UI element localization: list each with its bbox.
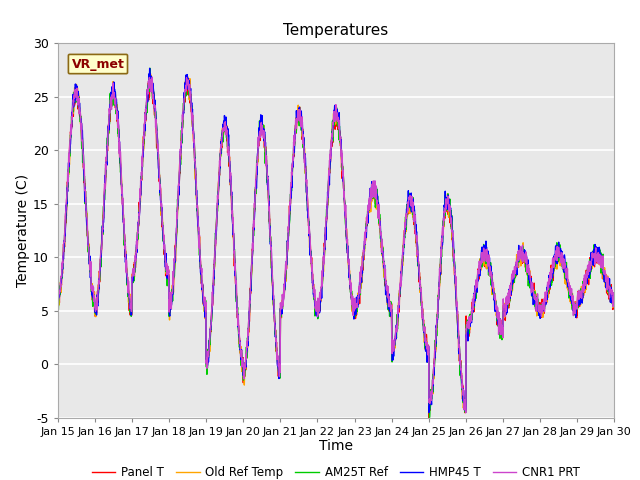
HMP45 T: [146, 66, 154, 72]
Line: CNR1 PRT: CNR1 PRT: [58, 77, 614, 413]
Old Ref Temp: [611, 293, 618, 299]
Panel T: [611, 302, 618, 308]
HMP45 T: [499, 324, 506, 330]
AM25T Ref: [562, 268, 570, 274]
AM25T Ref: [365, 208, 372, 214]
Line: Old Ref Temp: Old Ref Temp: [58, 73, 614, 411]
AM25T Ref: [426, 415, 433, 420]
Line: AM25T Ref: AM25T Ref: [58, 68, 614, 418]
Line: Panel T: Panel T: [58, 81, 614, 418]
CNR1 PRT: [611, 295, 618, 301]
Y-axis label: Temperature (C): Temperature (C): [16, 174, 30, 287]
AM25T Ref: [499, 329, 506, 335]
Text: VR_met: VR_met: [72, 58, 124, 71]
AM25T Ref: [209, 293, 217, 299]
Panel T: [577, 292, 585, 298]
AM25T Ref: [353, 302, 360, 308]
Old Ref Temp: [577, 294, 585, 300]
HMP45 T: [365, 203, 372, 208]
Panel T: [365, 208, 372, 214]
Panel T: [425, 415, 433, 420]
CNR1 PRT: [353, 301, 360, 307]
Panel T: [209, 295, 217, 300]
CNR1 PRT: [562, 267, 570, 273]
CNR1 PRT: [148, 74, 156, 80]
Title: Temperatures: Temperatures: [284, 23, 388, 38]
CNR1 PRT: [462, 410, 470, 416]
Old Ref Temp: [365, 204, 372, 210]
CNR1 PRT: [365, 208, 372, 214]
Panel T: [182, 78, 190, 84]
Panel T: [54, 290, 61, 296]
HMP45 T: [209, 285, 217, 291]
HMP45 T: [562, 262, 570, 268]
Panel T: [562, 264, 570, 270]
Old Ref Temp: [562, 281, 570, 287]
Old Ref Temp: [54, 293, 61, 299]
CNR1 PRT: [209, 283, 217, 289]
Panel T: [353, 308, 360, 314]
Old Ref Temp: [353, 303, 360, 309]
CNR1 PRT: [577, 288, 585, 294]
AM25T Ref: [146, 65, 154, 71]
Legend: Panel T, Old Ref Temp, AM25T Ref, HMP45 T, CNR1 PRT: Panel T, Old Ref Temp, AM25T Ref, HMP45 …: [87, 461, 585, 480]
HMP45 T: [353, 302, 360, 308]
HMP45 T: [54, 294, 61, 300]
HMP45 T: [611, 301, 618, 307]
Old Ref Temp: [499, 326, 506, 332]
Old Ref Temp: [461, 408, 469, 414]
Line: HMP45 T: HMP45 T: [58, 69, 614, 412]
CNR1 PRT: [499, 328, 506, 334]
HMP45 T: [425, 409, 433, 415]
AM25T Ref: [611, 298, 618, 303]
CNR1 PRT: [54, 296, 61, 302]
Old Ref Temp: [147, 71, 154, 76]
X-axis label: Time: Time: [319, 439, 353, 454]
HMP45 T: [577, 296, 585, 301]
Old Ref Temp: [209, 287, 217, 293]
AM25T Ref: [577, 292, 585, 298]
Panel T: [499, 326, 506, 332]
AM25T Ref: [54, 299, 61, 304]
